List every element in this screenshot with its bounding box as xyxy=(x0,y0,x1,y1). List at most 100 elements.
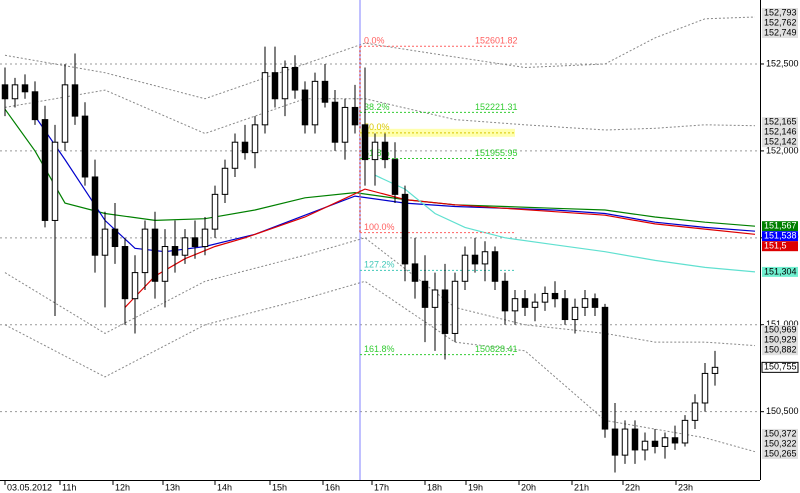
candle-body xyxy=(421,280,429,308)
x-tick-label: 23h xyxy=(678,482,693,492)
price-tag-label: 152,793 xyxy=(764,7,797,17)
candle-body xyxy=(671,437,679,444)
candle-body xyxy=(471,254,479,265)
candle-body xyxy=(111,228,119,248)
candle-body xyxy=(181,237,189,256)
price-tag xyxy=(762,8,798,19)
candle-body xyxy=(351,106,359,126)
average-line xyxy=(4,108,756,227)
candle-body xyxy=(231,141,239,169)
candle-body xyxy=(71,84,79,117)
candle-body xyxy=(251,124,259,154)
price-tag-label: 151,567 xyxy=(764,221,797,231)
candle-body xyxy=(581,298,589,308)
fib-label: 50.0% xyxy=(364,122,390,132)
price-tag xyxy=(762,221,798,232)
candle-body xyxy=(151,228,159,282)
candle-body xyxy=(401,193,409,265)
candle-body xyxy=(631,428,639,451)
price-tag-label: 150,929 xyxy=(764,335,797,345)
x-tick-label: 12h xyxy=(115,482,130,492)
candle-body xyxy=(221,167,229,195)
price-tag-label: 150,372 xyxy=(764,428,797,438)
candle-body xyxy=(661,437,669,447)
candle-body xyxy=(441,289,449,334)
candle-body xyxy=(201,228,209,248)
candle-body xyxy=(1,84,9,100)
price-tag xyxy=(762,18,798,29)
price-tag-label: 150,265 xyxy=(764,448,797,458)
candle-body xyxy=(541,292,549,303)
candle-body xyxy=(711,366,719,374)
x-tick-label: 14h xyxy=(217,482,232,492)
price-tag xyxy=(762,117,798,128)
candle-body xyxy=(281,66,289,100)
x-tick-label: 15h xyxy=(272,482,287,492)
candle-body xyxy=(241,141,249,154)
candle-body xyxy=(21,84,29,93)
candle-body xyxy=(511,298,519,312)
y-tick-label: 151,000 xyxy=(766,319,799,329)
fib-label: 127.2% xyxy=(364,260,395,270)
price-tag xyxy=(762,231,798,242)
candle-body xyxy=(621,428,629,456)
candle-body xyxy=(131,272,139,300)
candle-body xyxy=(321,80,329,103)
x-tick-label: 20h xyxy=(521,482,536,492)
candle-body xyxy=(211,193,219,230)
price-tag-label: 152,762 xyxy=(764,17,797,27)
candle-body xyxy=(611,428,619,456)
candle-body xyxy=(451,280,459,334)
fib-price: 150828.41 xyxy=(475,344,518,354)
price-tag-label: 152,749 xyxy=(764,27,797,37)
candle-body xyxy=(591,298,599,308)
candle-body xyxy=(481,251,489,265)
price-tag-label: 152,146 xyxy=(764,127,797,137)
fib-label: 161.8% xyxy=(364,344,395,354)
x-tick-label: 03.05.2012 xyxy=(7,482,52,492)
candle-body xyxy=(411,263,419,282)
band-line xyxy=(4,280,756,453)
candle-body xyxy=(311,80,319,126)
price-tag xyxy=(762,438,798,449)
candle-body xyxy=(551,292,559,300)
candle-body xyxy=(651,440,659,447)
fib-price: 152221.31 xyxy=(475,102,518,112)
x-tick-label: 16h xyxy=(325,482,340,492)
candle-body xyxy=(521,298,529,308)
candle-body xyxy=(531,301,539,308)
price-tag-label: 150,969 xyxy=(764,325,797,335)
price-tag-label: 150,882 xyxy=(764,345,797,355)
price-tag xyxy=(762,428,798,439)
candle-body xyxy=(341,106,349,143)
fib-label: 100.0% xyxy=(364,222,395,232)
price-tag-label: 151,304 xyxy=(764,266,797,276)
price-tag xyxy=(762,325,798,336)
candle-body xyxy=(571,306,579,321)
candle-body xyxy=(51,141,59,221)
x-tick-label: 13h xyxy=(165,482,180,492)
candle-body xyxy=(291,66,299,91)
band-line xyxy=(4,16,756,100)
price-tag-label: 150,755 xyxy=(764,362,797,372)
y-tick-label: 152,500 xyxy=(766,58,799,68)
candle-body xyxy=(31,91,39,121)
candle-body xyxy=(171,246,179,256)
candle-body xyxy=(691,402,699,421)
candle-body xyxy=(81,115,89,178)
fib-price: 151955.95 xyxy=(475,148,518,158)
price-tag xyxy=(762,335,798,346)
candle-body xyxy=(501,280,509,312)
candle-body xyxy=(561,298,569,321)
candle-body xyxy=(301,89,309,126)
candle-body xyxy=(101,228,109,256)
candle-body xyxy=(461,254,469,282)
candle-body xyxy=(271,72,279,100)
candle-body xyxy=(261,72,269,126)
candle-body xyxy=(491,251,499,282)
candle-body xyxy=(11,84,19,100)
candle-body xyxy=(61,84,69,143)
candle-body xyxy=(41,119,49,221)
